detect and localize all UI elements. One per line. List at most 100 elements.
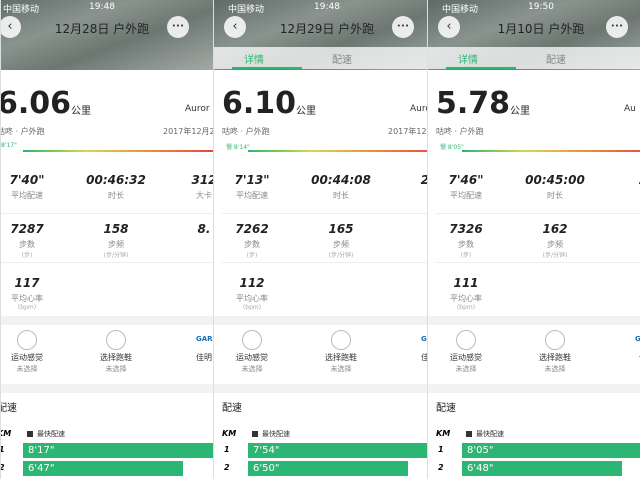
stat-label: 平均配速 xyxy=(450,191,482,200)
feel-label[interactable]: 运动感觉 xyxy=(450,353,482,362)
km-number: 1 xyxy=(224,445,230,454)
more-button[interactable]: ••• xyxy=(167,16,189,38)
feel-icon xyxy=(456,330,476,350)
device: Auror xyxy=(185,104,210,114)
phone-screen: 中国移动 19:48 ‹ ••• 12月28日 户外跑 6.06 公里 咕咚 · 户外跑 Aur… xyxy=(0,0,214,479)
feel-label[interactable]: 选择跑鞋 xyxy=(325,353,357,362)
more-button[interactable]: ••• xyxy=(606,16,628,38)
carrier: 中国移动 xyxy=(228,5,265,15)
carrier: 中国移动 xyxy=(442,5,479,15)
stat-label: 时长 xyxy=(108,191,124,200)
stat-label: 步数 xyxy=(19,240,35,249)
stat-unit: (步) xyxy=(21,252,33,259)
tab[interactable]: 详情 xyxy=(458,55,478,66)
km-number: 1 xyxy=(1,445,5,454)
feel-icon xyxy=(17,330,37,350)
pace-gradient xyxy=(23,150,214,152)
stat-value: 7287 xyxy=(10,222,44,236)
stat-label: 平均配速 xyxy=(11,191,43,200)
date: 2017年12月2 xyxy=(163,127,214,136)
brand-icon: GAR xyxy=(196,335,213,343)
stat-unit: (步) xyxy=(460,252,472,259)
feel-label[interactable]: 运动感觉 xyxy=(11,353,43,362)
source: 咕咚 · 户外跑 xyxy=(222,127,270,136)
km-number: 2 xyxy=(438,463,444,472)
stat-value: 117 xyxy=(14,276,40,290)
feel-status: 未选择 xyxy=(544,365,566,373)
separator xyxy=(428,316,640,325)
device: Au xyxy=(624,104,636,114)
clock: 19:48 xyxy=(89,2,115,12)
stat-value: 112 xyxy=(239,276,265,290)
tab-bar: 详情 配速 xyxy=(428,47,640,69)
stat-label: 大卡 xyxy=(196,191,212,200)
legend-label: 最快配速 xyxy=(37,430,65,438)
stat-value: 165 xyxy=(328,222,354,236)
stat-value: 00:46:32 xyxy=(86,173,146,187)
feel-label[interactable]: 运动感觉 xyxy=(236,353,268,362)
stat-value: 7262 xyxy=(235,222,269,236)
stat-value: 00:45:00 xyxy=(525,173,585,187)
distance: 6.10 xyxy=(222,86,297,121)
stat-label: 平均心率 xyxy=(236,294,268,303)
source: 咕咚 · 户外跑 xyxy=(436,127,484,136)
back-button[interactable]: ‹ xyxy=(438,16,460,38)
pace-bar: 6'48" xyxy=(462,461,622,476)
section-title: 配速 xyxy=(436,403,456,414)
more-button[interactable]: ••• xyxy=(392,16,414,38)
stat-label: 步数 xyxy=(244,240,260,249)
divider xyxy=(222,213,427,214)
screen-content: 中国移动 19:50 ‹ ••• 1月10日 户外跑 详情 配速 5.78 公里 咕咚 · 户外跑… xyxy=(428,0,640,479)
tab[interactable]: 详情 xyxy=(244,55,264,66)
separator xyxy=(428,384,640,393)
back-button[interactable]: ‹ xyxy=(1,16,21,38)
stat-label: 步频 xyxy=(108,240,124,249)
page-title: 12月29日 户外跑 xyxy=(279,22,375,36)
feel-label[interactable]: 选择跑鞋 xyxy=(539,353,571,362)
back-button[interactable]: ‹ xyxy=(224,16,246,38)
pace-marker: 慢 8'14" xyxy=(226,144,250,151)
tab[interactable]: 配速 xyxy=(332,55,352,66)
feel-label[interactable]: 佳明 xyxy=(196,353,212,362)
tab-underline xyxy=(446,67,516,69)
feel-label[interactable]: 佳明 xyxy=(421,352,427,363)
source: 咕咚 · 户外跑 xyxy=(0,127,45,136)
stat-value: 162 xyxy=(542,222,568,236)
km-number: 2 xyxy=(1,463,5,472)
pace-bar: 6'50" xyxy=(248,461,408,476)
stat-unit: (步/分钟) xyxy=(542,252,568,259)
distance-unit: 公里 xyxy=(510,106,530,117)
stat-value: 7'13" xyxy=(234,173,270,187)
stat-value: 2 xyxy=(639,173,640,187)
stat-unit: (bpm) xyxy=(242,304,262,311)
feel-icon xyxy=(106,330,126,350)
screen-content: 中国移动 19:48 ‹ ••• 12月29日 户外跑 详情 配速 6.10 公里 咕咚 · 户外… xyxy=(214,0,427,479)
carrier: 中国移动 xyxy=(3,5,40,15)
tab[interactable]: 配速 xyxy=(546,55,566,66)
legend-swatch xyxy=(466,431,472,437)
feel-icon xyxy=(331,330,351,350)
tab-underline xyxy=(232,67,302,69)
brand-icon: G xyxy=(635,335,640,343)
km-number: 1 xyxy=(438,445,444,454)
stat-label: 平均心率 xyxy=(450,294,482,303)
stat-value: 8. xyxy=(197,222,211,236)
phone-screen: 中国移动 19:50 ‹ ••• 1月10日 户外跑 详情 配速 5.78 公里 咕咚 · 户外跑… xyxy=(427,0,640,479)
km-header: KM xyxy=(222,429,237,438)
separator xyxy=(1,384,214,393)
stat-label: 时长 xyxy=(547,191,563,200)
section-title: 配速 xyxy=(1,403,17,414)
distance-unit: 公里 xyxy=(296,106,316,117)
separator xyxy=(214,384,427,393)
divider xyxy=(436,213,640,214)
pace-gradient xyxy=(462,150,640,152)
stat-value: 7'46" xyxy=(448,173,484,187)
device: Auror xyxy=(410,104,427,114)
stat-value: 7326 xyxy=(449,222,483,236)
divider xyxy=(1,213,214,214)
feel-status: 未选择 xyxy=(16,365,38,373)
feel-label[interactable]: 选择跑鞋 xyxy=(100,353,132,362)
stat-value: 28 xyxy=(421,173,427,187)
pace-bar: 8'17" xyxy=(23,443,214,458)
